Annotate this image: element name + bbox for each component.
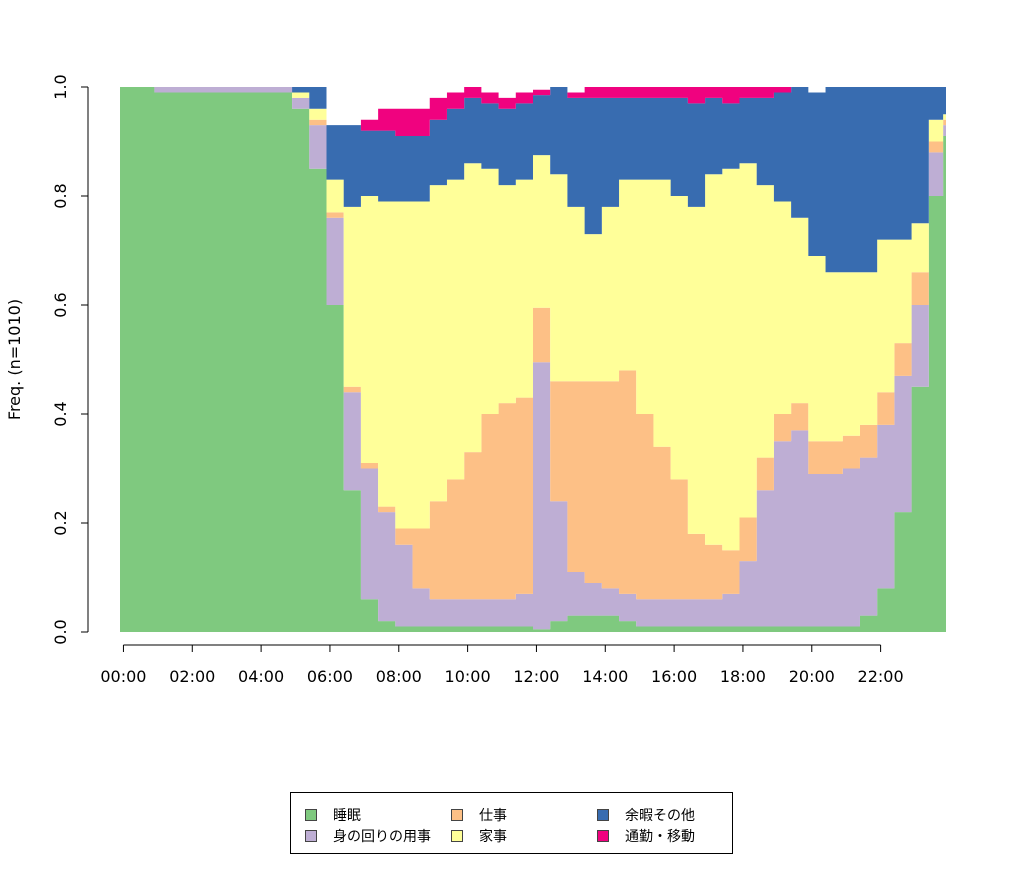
x-tick-label: 16:00	[651, 667, 697, 686]
y-tick-label: 0.2	[51, 510, 70, 535]
y-tick-label: 0.6	[51, 292, 70, 317]
y-tick-label: 0.0	[51, 619, 70, 644]
y-tick-label: 0.8	[51, 183, 70, 208]
legend-item-leisure: 余暇その他	[597, 805, 695, 825]
legend-item-personal: 身の回りの用事	[305, 826, 431, 846]
legend-label: 仕事	[479, 808, 507, 824]
x-tick-label: 12:00	[513, 667, 559, 686]
x-tick-label: 08:00	[376, 667, 422, 686]
area-series-3	[120, 87, 946, 551]
x-tick-label: 00:00	[100, 667, 146, 686]
legend-item-commute: 通勤・移動	[597, 826, 695, 846]
area-series-4	[120, 87, 946, 273]
stacked-area-chart: 0.00.20.40.60.81.0 00:00 02:00 04:00 06:00 0…	[5, 74, 946, 686]
x-tick-label: 06:00	[307, 667, 353, 686]
legend-label: 睡眠	[333, 808, 361, 824]
chart-areas	[120, 87, 946, 632]
legend-item-housework: 家事	[451, 826, 507, 846]
y-axis: 0.0 0.2 0.4 0.6 0.8 1.0	[51, 74, 89, 645]
x-tick-label: 04:00	[238, 667, 284, 686]
x-tick-label: 18:00	[720, 667, 766, 686]
legend-swatch	[305, 809, 317, 821]
legend-label: 通勤・移動	[625, 829, 695, 845]
legend-label: 身の回りの用事	[333, 829, 431, 845]
x-tick-label: 02:00	[169, 667, 215, 686]
legend-swatch	[597, 809, 609, 821]
legend-swatch	[451, 809, 463, 821]
x-tick-label: 22:00	[858, 667, 904, 686]
legend-swatch	[451, 830, 463, 842]
area-series-5	[120, 87, 946, 137]
x-axis: 00:00 02:00 04:00 06:00 08:00 10:00 12:00 14:00…	[100, 644, 904, 686]
legend-swatch	[597, 830, 609, 842]
legend-swatch	[305, 830, 317, 842]
y-tick-label: 0.4	[51, 401, 70, 426]
legend-item-sleep: 睡眠	[305, 805, 361, 825]
legend-item-work: 仕事	[451, 805, 507, 825]
y-tick-label: 1.0	[51, 74, 70, 99]
area-series-1	[120, 87, 946, 630]
chart-legend: 睡眠 身の回りの用事 仕事 家事 余暇その他 通勤・移動	[290, 792, 733, 854]
legend-label: 余暇その他	[625, 808, 695, 824]
x-tick-label: 10:00	[445, 667, 491, 686]
x-tick-label: 20:00	[789, 667, 835, 686]
legend-label: 家事	[479, 829, 507, 845]
y-axis-title: Freq. (n=1010)	[5, 299, 24, 420]
x-tick-label: 14:00	[582, 667, 628, 686]
